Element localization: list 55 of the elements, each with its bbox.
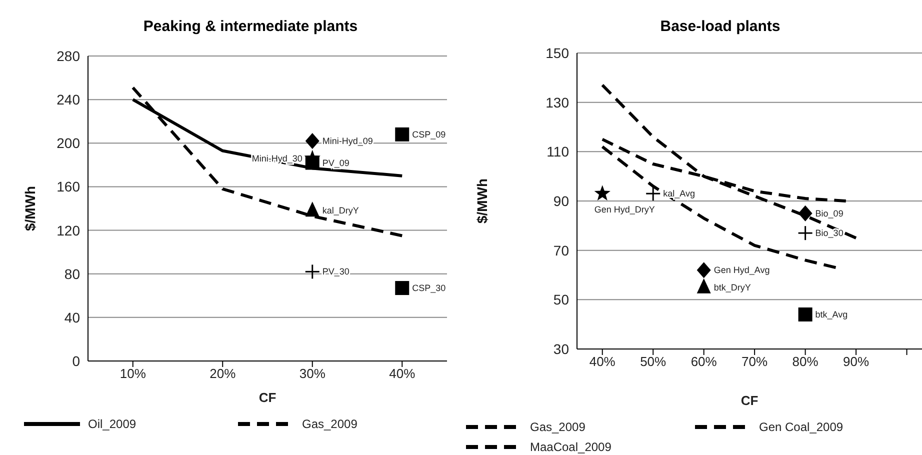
x-tick-label: 20% [210,366,236,382]
series-label: Bio_09 [815,208,844,218]
series-label: PV_30 [322,266,350,277]
point [798,205,812,222]
point [696,278,711,294]
y-tick-label: 200 [56,135,80,152]
x-tick-label: 60% [690,354,718,370]
y-axis-title: $/MWh [22,186,38,232]
x-tick-label: 50% [640,354,667,370]
point [696,262,711,278]
legend-label: Gen Coal_2009 [759,420,844,434]
series-label: Mini-Hyd_09 [322,136,373,146]
point [594,185,610,200]
y-tick-label: 90 [553,192,570,209]
series-label: PV_09 [322,158,350,168]
x-tick-label: 30% [299,366,326,382]
series-label: Bio_30 [815,228,844,238]
y-tick-label: 110 [546,144,570,160]
y-tick-label: 120 [56,222,80,238]
x-axis-title: CF [740,393,758,408]
y-tick-label: 280 [56,48,80,64]
y-tick-label: 240 [56,92,80,108]
legend-label: Gas_2009 [530,420,586,434]
series-label: btk_Avg [815,309,848,320]
series-label: CSP_30 [412,283,446,294]
line-series [131,86,404,238]
y-tick-label: 30 [553,340,570,357]
y-tick-label: 40 [64,309,80,326]
y-tick-label: 70 [553,242,570,258]
y-tick-label: 150 [546,44,570,61]
chart-title: Base-load plants [659,17,782,37]
x-tick-label: 80% [792,354,819,370]
y-tick-label: 0 [72,352,80,369]
y-tick-label: 130 [546,94,570,110]
y-tick-label: 160 [56,178,80,195]
x-tick-label: 10% [120,366,146,382]
y-tick-label: 80 [64,266,80,282]
legend-label: Gas_2009 [302,417,358,431]
point [798,307,812,322]
x-tick-label: 40% [389,366,416,382]
x-axis-title: CF [258,390,276,405]
series-label: kal_DryY [322,206,359,216]
legend-label: Oil_2009 [88,417,136,431]
series-label: CSP_09 [412,129,446,140]
series-label: btk_DryY [714,282,751,292]
y-axis-title: $/MWh [474,178,490,224]
x-tick-label: 90% [843,354,870,370]
x-tick-label: 70% [742,354,768,370]
series-label: kal_Avg [663,188,695,199]
x-tick-label: 40% [589,354,616,370]
series-label: Gen Hyd_DryY [594,204,655,215]
y-tick-label: 50 [553,292,570,308]
legend-label: MaaCoal_2009 [530,440,612,454]
chart-title: Peaking & intermediate plants [142,17,359,37]
series-label: Gen Hyd_Avg [714,265,770,276]
